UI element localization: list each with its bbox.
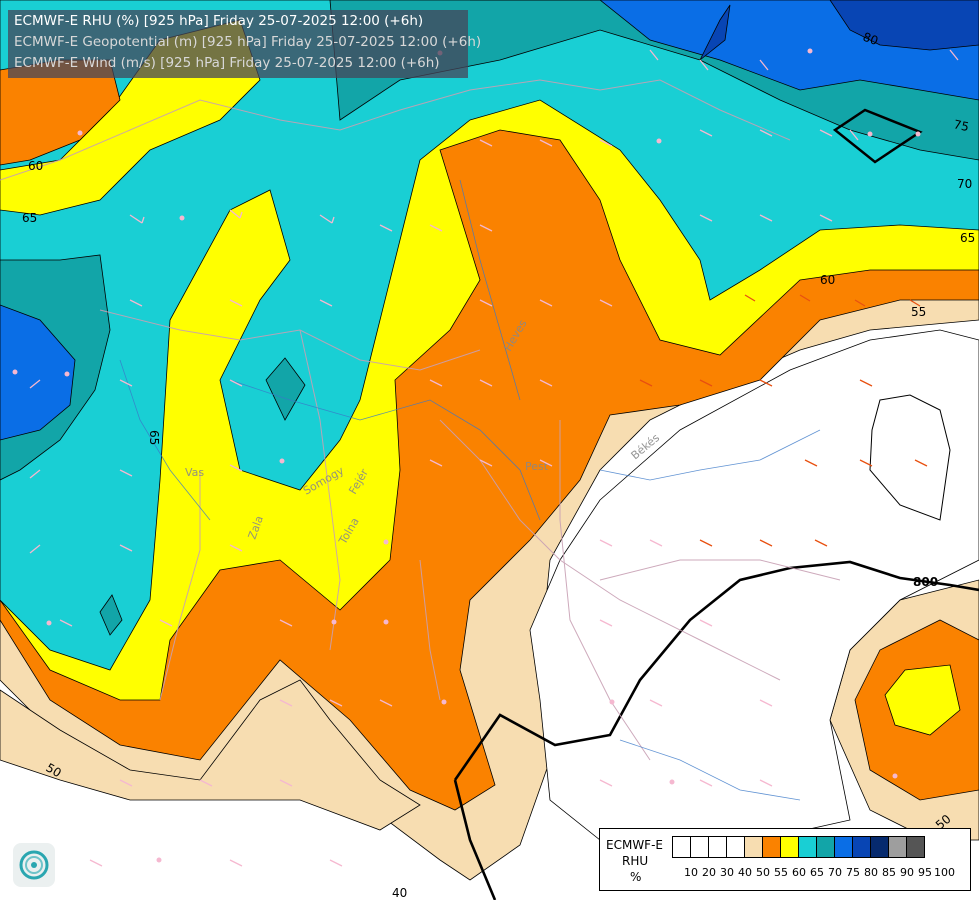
contour-label-rhu-70: 70 [957,177,972,191]
legend-swatch [672,836,691,858]
rhu-65-region [0,0,979,671]
legend-tick-label: 80 [864,866,878,879]
legend-tick-label: 50 [756,866,770,879]
legend-ticks: 10 20 30 40 50 55 60 65 70 75 80 85 90 95 100 [682,866,955,879]
legend-tick-label: 95 [918,866,932,879]
legend-tick-label: 30 [720,866,734,879]
legend-tick-label: 75 [846,866,860,879]
legend-swatch [906,836,925,858]
contour-label-rhu-55-east: 55 [911,305,926,319]
contour-label-rhu-60-west: 60 [28,159,43,173]
legend-variable: RHU [622,854,649,868]
contour-label-rhu-40: 40 [392,886,407,900]
legend-swatch [798,836,817,858]
place-label-pest: Pest [525,460,549,473]
rhu-80-region [829,0,979,51]
legend-tick-label: 55 [774,866,788,879]
rhu-70-region-small [265,357,306,421]
title-wind: ECMWF-E Wind (m/s) [925 hPa] Friday 25-0… [14,55,440,71]
legend-swatch [816,836,835,858]
geopotential-800-line-s [453,779,497,900]
border-lines [0,79,841,761]
rhu-60-region-se [884,664,961,736]
contour-label-rhu-60-east: 60 [820,273,835,287]
rhu-80-region-small [699,4,731,61]
legend-tick-label: 40 [738,866,752,879]
legend-tick-label: 100 [934,866,955,879]
rhu-75-region-west [0,304,76,441]
legend-swatch [744,836,763,858]
title-geopotential: ECMWF-E Geopotential (m) [925 hPa] Frida… [14,34,482,50]
rhu-contour-diamond [832,108,923,164]
contour-label-rhu-75: 75 [952,117,970,134]
legend-swatch [690,836,709,858]
legend-swatch [834,836,853,858]
legend-tick-label: 70 [828,866,842,879]
contour-label-rhu-80: 80 [861,30,880,48]
legend-tick-label: 20 [702,866,716,879]
place-label-vas: Vas [185,466,204,479]
legend-swatch [708,836,727,858]
legend-swatch [726,836,745,858]
legend-swatches [672,836,925,858]
contour-label-rhu-65-west: 65 [22,211,37,225]
contour-label-rhu-65-vertical: 65 [147,430,161,445]
title-rhu: ECMWF-E RHU (%) [925 hPa] Friday 25-07-2… [14,13,424,29]
contour-label-rhu-50: 50 [44,760,64,780]
legend-unit: % [630,870,642,884]
logo-icon [13,843,55,887]
rhu-below-50-region-east [529,329,979,841]
map-title-panel: ECMWF-E RHU (%) [925 hPa] Friday 25-07-2… [8,10,481,78]
legend-product: ECMWF-E [606,838,663,852]
wind-barbs [12,48,959,867]
legend-swatch [870,836,889,858]
rhu-contour-closed-east [869,394,951,521]
legend-tick-label: 90 [900,866,914,879]
legend-tick-label: 65 [810,866,824,879]
legend-tick-label: 10 [684,866,698,879]
legend-swatch [780,836,799,858]
geopotential-800-line [453,560,979,781]
rhu-70-region-small2 [99,594,123,636]
legend-swatch [762,836,781,858]
contour-label-geopotential-800: 800 [913,575,938,589]
rhu-50-region-sw [0,679,421,831]
legend-swatch [852,836,871,858]
legend-swatch [888,836,907,858]
contour-label-rhu-65-east: 65 [960,231,975,245]
river-lines [119,179,821,801]
legend-tick-label: 85 [882,866,896,879]
color-legend: ECMWF-E RHU % 10 20 30 40 50 55 60 65 70 75 80 85 90… [599,828,971,891]
legend-tick-label: 60 [792,866,806,879]
